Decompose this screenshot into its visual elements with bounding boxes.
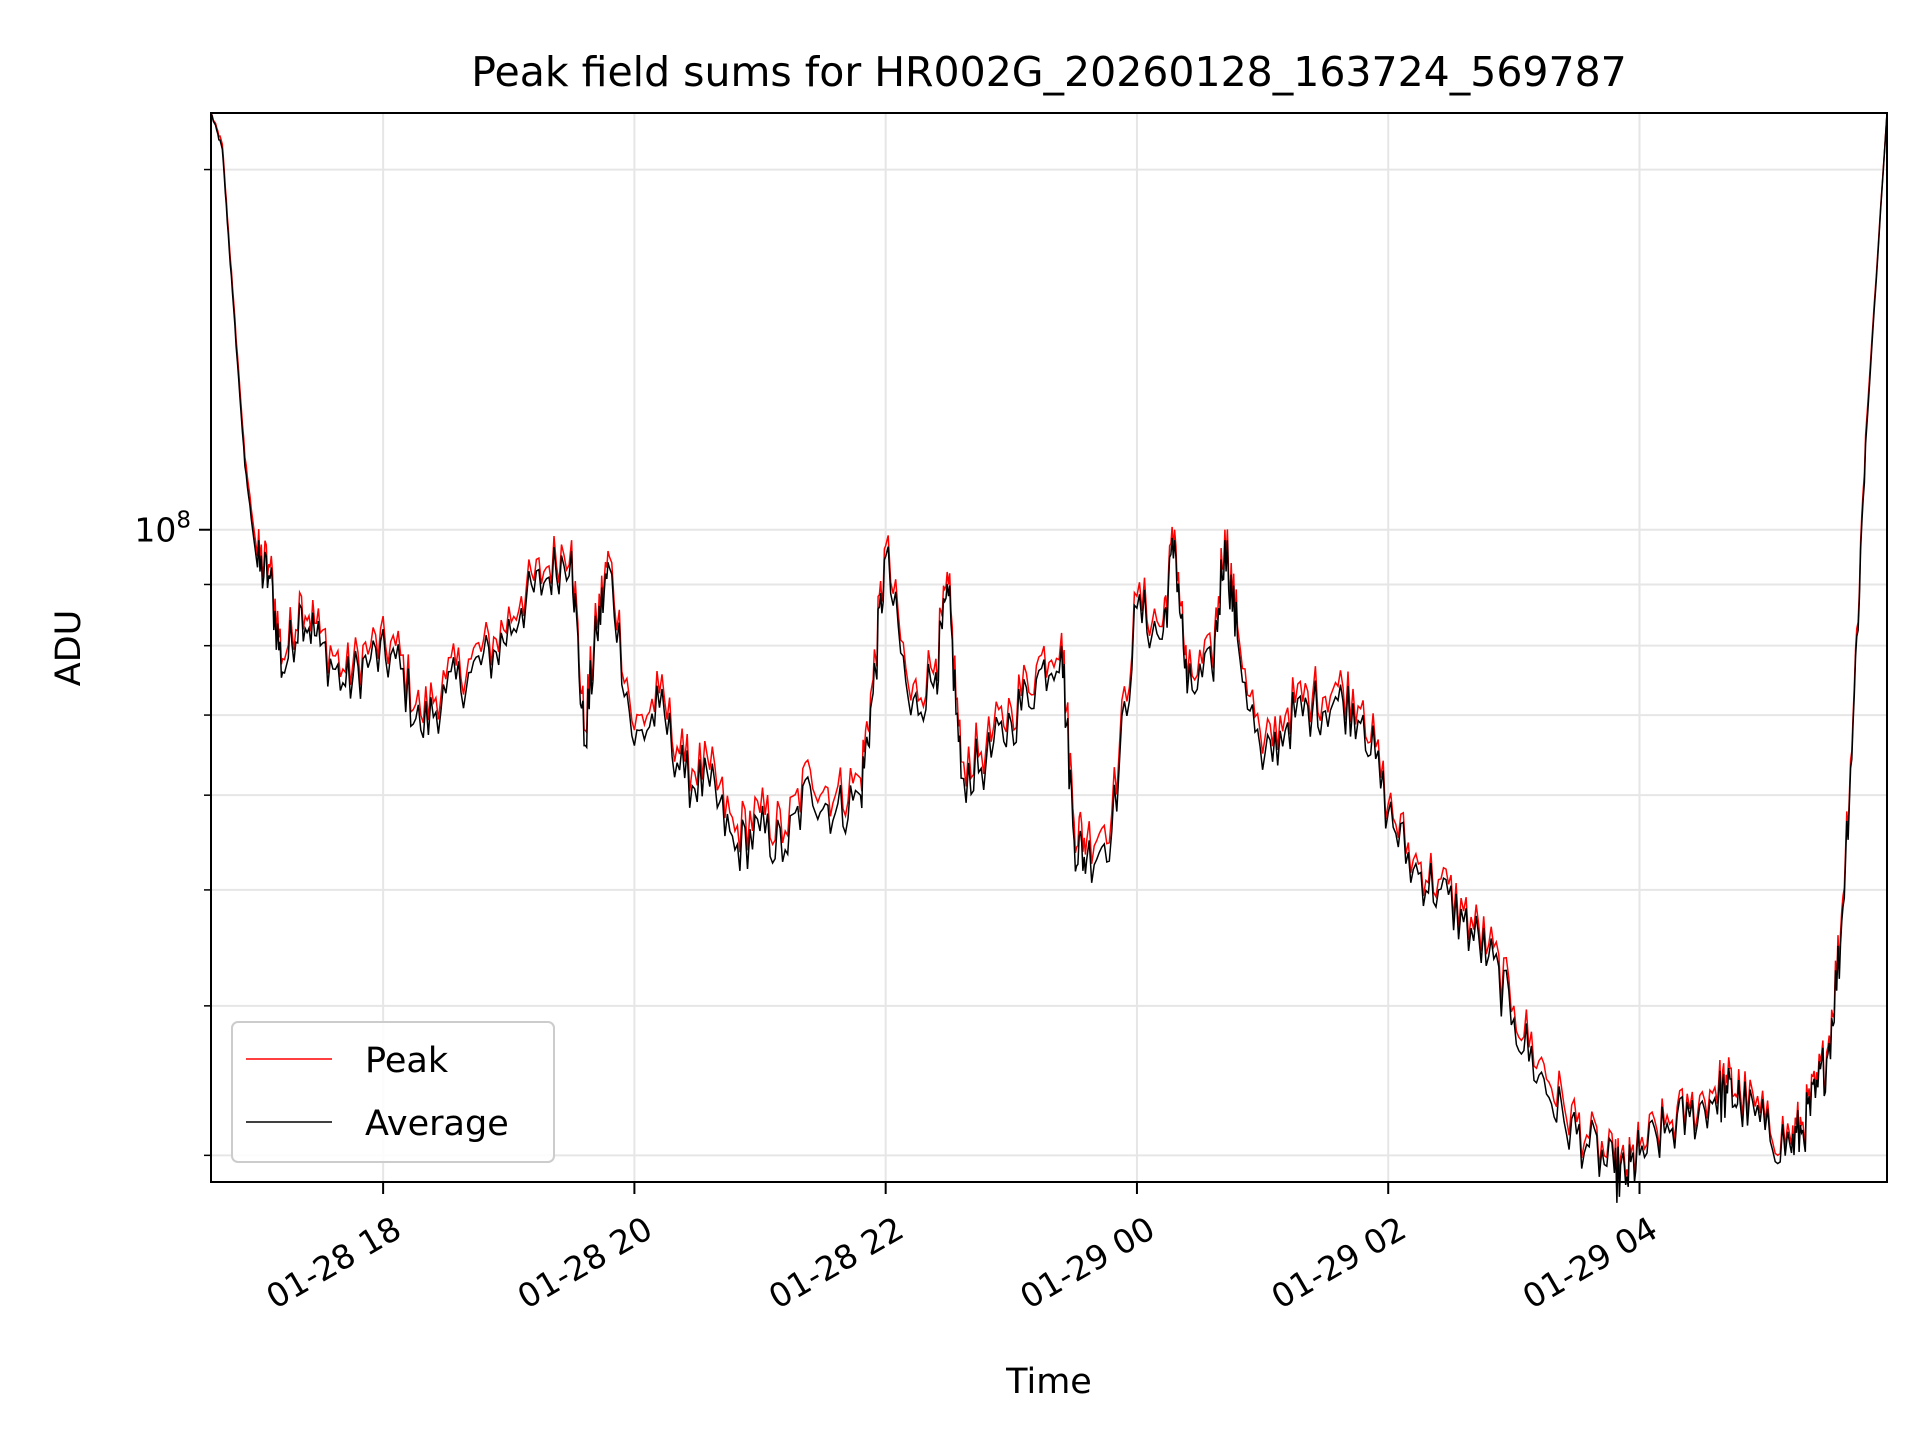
legend-label-peak: Peak [365, 1041, 449, 1081]
legend: Peak Average [231, 1021, 555, 1163]
y-axis-label: ADU [49, 610, 89, 687]
legend-box [231, 1021, 555, 1163]
plot-frame [210, 112, 1888, 1183]
series-layer [210, 112, 1888, 1203]
grid [211, 113, 1887, 1182]
y-tick-label: 108 [134, 508, 191, 550]
x-axis-label: Time [1005, 1362, 1092, 1402]
series-line-average [210, 112, 1888, 1203]
legend-label-average: Average [365, 1104, 509, 1144]
y-axis-ticks: 108 [134, 168, 211, 1157]
chart-title: Peak field sums for HR002G_20260128_1637… [471, 48, 1627, 96]
